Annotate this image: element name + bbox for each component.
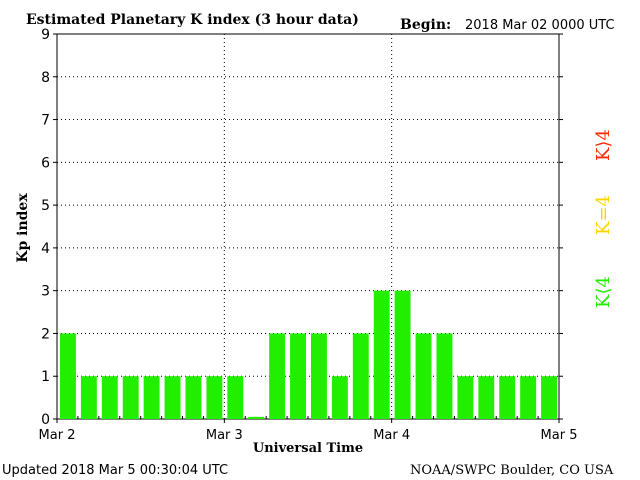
y-tick-label: 1 bbox=[41, 369, 50, 385]
y-tick-label: 6 bbox=[41, 155, 50, 171]
plot-frame bbox=[56, 33, 560, 420]
kp-bar bbox=[185, 376, 202, 419]
y-tick-label: 5 bbox=[41, 198, 50, 214]
kp-bar bbox=[248, 416, 265, 419]
x-tick-label: Mar 2 bbox=[39, 428, 76, 443]
kp-bar bbox=[520, 376, 537, 419]
y-tick-label: 9 bbox=[41, 27, 50, 43]
updated-timestamp: Updated 2018 Mar 5 00:30:04 UTC bbox=[2, 463, 228, 478]
kp-bar bbox=[352, 333, 369, 419]
kp-bar bbox=[394, 290, 411, 419]
y-axis-ticks: 0 1 2 3 4 5 6 7 8 9 bbox=[41, 27, 563, 428]
kp-bar bbox=[60, 333, 76, 419]
kp-bar bbox=[415, 333, 432, 419]
y-axis-label: Kp index bbox=[15, 193, 31, 263]
y-tick-label: 2 bbox=[41, 326, 50, 342]
y-tick-label: 3 bbox=[41, 284, 50, 300]
legend-k-greater-4: K⟩4 bbox=[593, 129, 614, 161]
x-tick-label: Mar 3 bbox=[206, 428, 243, 443]
kp-bar bbox=[373, 290, 390, 419]
y-tick-label: 4 bbox=[41, 241, 50, 257]
x-tick-label: Mar 5 bbox=[541, 428, 578, 443]
kp-bar bbox=[164, 376, 181, 419]
grid-lines bbox=[57, 34, 559, 419]
legend-k-equal-4: K=4 bbox=[593, 195, 614, 235]
bar-series bbox=[60, 290, 557, 419]
kp-bar bbox=[122, 376, 139, 419]
x-tick-label: Mar 4 bbox=[373, 428, 410, 443]
kp-bar bbox=[478, 376, 495, 419]
kp-bar bbox=[499, 376, 516, 419]
kp-bar bbox=[80, 376, 97, 419]
kp-bar bbox=[143, 376, 160, 419]
chart-title: Estimated Planetary K index (3 hour data… bbox=[26, 12, 359, 28]
kp-bar bbox=[269, 333, 286, 419]
kp-bar bbox=[436, 333, 453, 419]
x-axis-label: Universal Time bbox=[253, 441, 363, 456]
kp-bar bbox=[541, 376, 557, 419]
legend-k-less-4: K⟨4 bbox=[593, 276, 614, 308]
y-tick-label: 0 bbox=[41, 412, 50, 428]
source-credit: NOAA/SWPC Boulder, CO USA bbox=[410, 463, 614, 478]
x-axis-ticks: Mar 2 Mar 3 Mar 4 Mar 5 bbox=[39, 416, 578, 443]
kp-bar bbox=[206, 376, 223, 419]
kp-bar bbox=[101, 376, 118, 419]
begin-label: Begin: bbox=[400, 17, 451, 33]
kp-bar bbox=[311, 333, 327, 419]
kp-bar bbox=[290, 333, 306, 419]
begin-value: 2018 Mar 02 0000 UTC bbox=[465, 18, 615, 33]
y-tick-label: 7 bbox=[41, 113, 50, 129]
y-tick-label: 8 bbox=[41, 70, 50, 86]
kp-bar bbox=[457, 376, 474, 419]
kp-bar bbox=[227, 376, 244, 419]
kp-bar bbox=[331, 376, 348, 419]
